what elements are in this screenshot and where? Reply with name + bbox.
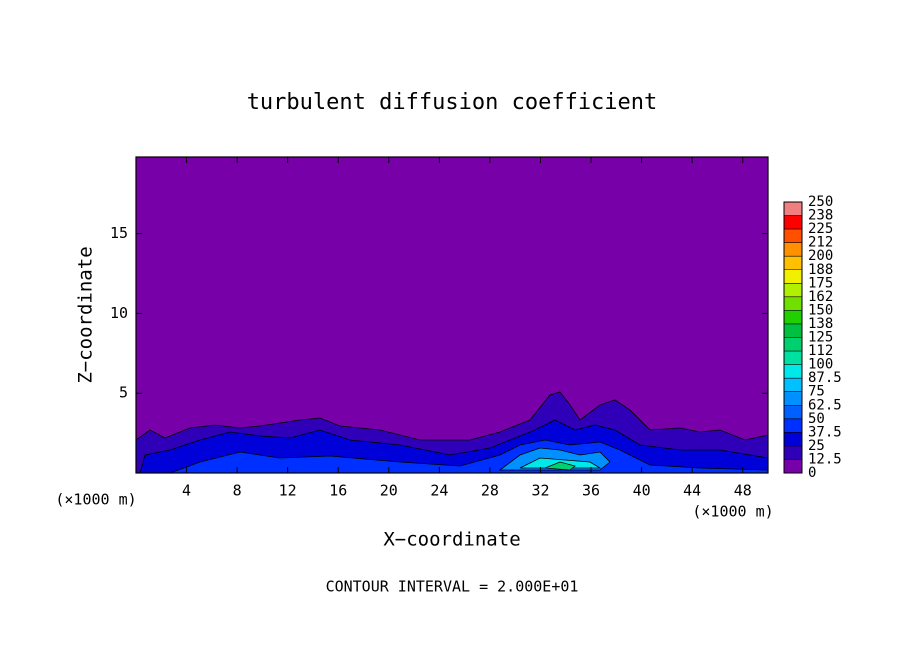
colorbar-band [784, 242, 802, 257]
chart-title: turbulent diffusion coefficient [247, 90, 658, 115]
contour-fill [169, 439, 769, 474]
colorbar-label: 225 [808, 221, 833, 237]
colorbar-label: 250 [808, 194, 833, 210]
colorbar-label: 100 [808, 357, 833, 373]
colorbar-band [784, 215, 802, 230]
colorbar-label: 212 [808, 235, 833, 251]
colorbar-label: 37.5 [808, 424, 842, 440]
colorbar-band [784, 283, 802, 297]
x-tick-label: 24 [430, 482, 448, 500]
x-unit: (×1000 m) [55, 491, 136, 509]
colorbar-label: 87.5 [808, 370, 842, 386]
plot-frame [135, 156, 769, 474]
colorbar-label: 200 [808, 248, 833, 264]
colorbar-label: 0 [808, 465, 816, 481]
y-tick-label: 10 [110, 304, 128, 322]
x-tick-label: 4 [182, 482, 191, 500]
colorbar-band [784, 202, 802, 216]
x-tick-label: 28 [481, 482, 499, 500]
y-tick-label: 5 [119, 384, 128, 402]
colorbar-band [784, 418, 802, 433]
colorbar-label: 175 [808, 275, 833, 291]
colorbar-band [784, 378, 802, 392]
x-axis-label: X−coordinate [383, 529, 520, 551]
contour-background [136, 157, 768, 473]
colorbar-band [784, 337, 802, 352]
x-tick-label: 20 [380, 482, 398, 500]
x-unit: (×1000 m) [692, 503, 773, 521]
contour-field [135, 157, 769, 474]
colorbar-band [784, 323, 802, 338]
x-tick-label: 44 [683, 482, 701, 500]
y-tick-label: 15 [110, 224, 128, 242]
colorbar-band [784, 310, 802, 324]
y-axis-label: Z−coordinate [75, 246, 97, 383]
colorbar-band [784, 405, 802, 419]
colorbar-band [784, 445, 802, 460]
colorbar-label: 112 [808, 343, 833, 359]
colorbar-band [784, 391, 802, 406]
colorbar-band [784, 269, 802, 284]
colorbar-label: 62.5 [808, 397, 842, 413]
colorbar-label: 75 [808, 384, 825, 400]
colorbar-band [784, 459, 802, 473]
colorbar-label: 238 [808, 208, 833, 224]
x-tick-label: 48 [734, 482, 752, 500]
colorbar-label: 162 [808, 289, 833, 305]
colorbar-label: 125 [808, 330, 833, 346]
x-tick-label: 16 [329, 482, 347, 500]
x-tick-label: 8 [233, 482, 242, 500]
contour-fill [544, 461, 576, 471]
colorbar-band [784, 351, 802, 365]
colorbar-label: 150 [808, 302, 833, 318]
colorbar-band [784, 256, 802, 270]
colorbar-band [784, 229, 802, 243]
colorbar-label: 188 [808, 262, 833, 278]
colorbar-band [784, 364, 802, 379]
x-tick-label: 40 [633, 482, 651, 500]
colorbar-label: 50 [808, 411, 825, 427]
colorbar-label: 12.5 [808, 451, 842, 467]
x-tick-label: 12 [279, 482, 297, 500]
colorbar-band [784, 296, 802, 311]
note: CONTOUR INTERVAL = 2.000E+01 [326, 578, 579, 596]
colorbar-label: 138 [808, 316, 833, 332]
colorbar-label: 25 [808, 438, 825, 454]
x-tick-label: 32 [531, 482, 549, 500]
colorbar-band [784, 432, 802, 446]
x-tick-label: 36 [582, 482, 600, 500]
